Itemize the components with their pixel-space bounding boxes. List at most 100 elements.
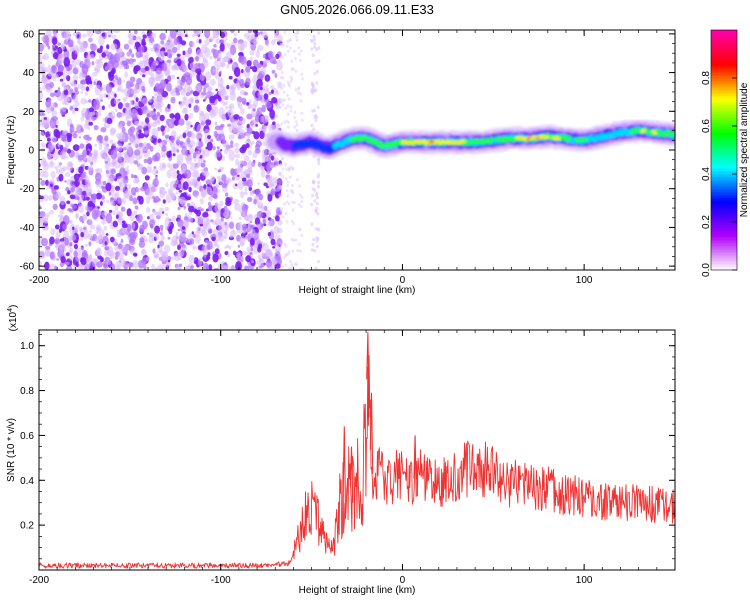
spectrogram-speckle xyxy=(182,147,188,157)
spectrogram-speckle xyxy=(66,75,71,82)
spectrogram-speckle xyxy=(176,53,181,57)
spectrogram-speckle xyxy=(133,141,137,147)
spectrogram-speckle xyxy=(47,68,53,77)
spectrogram-speckle xyxy=(217,169,221,173)
spectrogram-speckle xyxy=(111,143,115,146)
spectrogram-speckle xyxy=(167,162,170,168)
spectrogram-speckle xyxy=(148,77,156,86)
spectrogram-speckle xyxy=(152,196,156,200)
spectrogram-speckle xyxy=(69,43,74,47)
spectrogram-speckle xyxy=(134,41,141,48)
spectrogram-speckle xyxy=(104,250,109,257)
spectrogram-speckle xyxy=(207,201,211,206)
spectrogram-speckle xyxy=(43,194,49,202)
colorbar-segment xyxy=(711,177,737,181)
spectrogram-speckle xyxy=(171,215,176,222)
spectrogram-speckle xyxy=(122,175,129,184)
spectrogram-speckle xyxy=(99,257,104,263)
spectrogram-speckle xyxy=(291,167,295,171)
spectrogram-speckle xyxy=(63,247,67,252)
spectrogram-speckle xyxy=(164,108,169,113)
spectrogram-speckle xyxy=(160,235,165,242)
spectrogram-speckle xyxy=(275,53,280,59)
spectrogram-speckle xyxy=(313,248,317,253)
snr-spike xyxy=(342,426,347,512)
spectrogram-speckle xyxy=(220,123,225,128)
spectrogram-speckle xyxy=(67,190,71,195)
spectrogram-speckle xyxy=(65,30,71,36)
spectrogram-speckle xyxy=(287,97,291,101)
spectrogram-speckle xyxy=(132,58,137,62)
spectrogram-speckle xyxy=(157,50,165,62)
colorbar-segment xyxy=(711,192,737,196)
spectrogram-speckle xyxy=(167,260,171,263)
spectrogram-speckle xyxy=(128,142,131,146)
spectrogram-speckle xyxy=(274,123,281,130)
spectrogram-speckle xyxy=(93,81,96,86)
spectrogram-speckle xyxy=(278,171,282,176)
spectrogram-speckle xyxy=(49,92,56,97)
spectrogram-speckle xyxy=(271,181,278,187)
spectrogram-speckle xyxy=(98,144,103,150)
spectrogram-speckle xyxy=(149,137,153,142)
spectrogram-speckle xyxy=(312,127,316,131)
spectrogram-speckle xyxy=(292,49,296,53)
spectrogram-speckle xyxy=(125,102,130,108)
colorbar-tick-label: 0.6 xyxy=(701,119,712,133)
spectrogram-speckle xyxy=(117,243,123,250)
spectrogram-speckle xyxy=(224,207,230,214)
spectrogram-speckle xyxy=(287,202,291,206)
spectrogram-speckle xyxy=(116,229,122,235)
spectrogram-speckle xyxy=(268,265,273,270)
spectrogram-speckle xyxy=(130,173,134,179)
spectrogram-speckle xyxy=(142,74,146,78)
spectrogram-speckle xyxy=(142,121,147,128)
spectrogram-speckle xyxy=(157,264,164,270)
spectrogram-speckle xyxy=(228,105,232,110)
spectrogram-speckle xyxy=(173,239,179,246)
spectrogram-speckle xyxy=(173,252,180,262)
spectrogram-speckle xyxy=(246,123,250,129)
colorbar-segment xyxy=(711,225,737,229)
spectrogram-speckle xyxy=(133,30,138,35)
spectrogram-speckle xyxy=(237,180,244,191)
spectrogram-speckle xyxy=(164,225,169,231)
spectrogram-speckle xyxy=(81,184,89,191)
spectrogram-speckle xyxy=(194,96,200,104)
spectrogram-speckle xyxy=(88,107,95,113)
spectrogram-speckle xyxy=(106,259,112,265)
colorbar-segment xyxy=(711,228,737,232)
colorbar-segment xyxy=(711,48,737,52)
spectrogram-speckle xyxy=(185,120,192,126)
spectrogram-speckle xyxy=(222,86,226,91)
spectrogram-speckle xyxy=(51,37,58,46)
spectrogram-speckle xyxy=(105,182,112,192)
spectrogram-speckle xyxy=(202,226,207,231)
spectrogram-speckle xyxy=(240,82,245,89)
colorbar-segment xyxy=(711,42,737,46)
spectrogram-speckle xyxy=(107,113,114,119)
spectrogram-speckle xyxy=(272,266,276,270)
spectrogram-speckle xyxy=(46,43,49,47)
spectrogram-speckle xyxy=(225,244,230,249)
spectrogram-speckle xyxy=(67,207,72,212)
spectrogram-speckle xyxy=(269,56,276,64)
spectrogram-speckle xyxy=(40,179,46,186)
spectrogram-speckle xyxy=(177,30,182,37)
spectrogram-speckle xyxy=(232,37,238,44)
spectrogram-speckle xyxy=(77,199,81,205)
spectrogram-speckle xyxy=(165,182,169,187)
spectrogram-speckle xyxy=(169,40,175,48)
spectrogram-speckle xyxy=(263,223,267,227)
spectrogram-speckle xyxy=(204,39,210,46)
spectrogram-speckle xyxy=(265,259,272,268)
spectrogram-speckle xyxy=(214,167,218,171)
spectrogram-speckle xyxy=(296,30,299,34)
spectrogram-speckle xyxy=(227,178,232,183)
spectrogram-speckle xyxy=(204,96,208,100)
colorbar-segment xyxy=(711,255,737,259)
spectrogram-speckle xyxy=(246,179,253,188)
spectrogram-speckle xyxy=(105,83,112,94)
spectrogram-speckle xyxy=(249,50,255,56)
spectrogram-speckle xyxy=(58,243,66,250)
